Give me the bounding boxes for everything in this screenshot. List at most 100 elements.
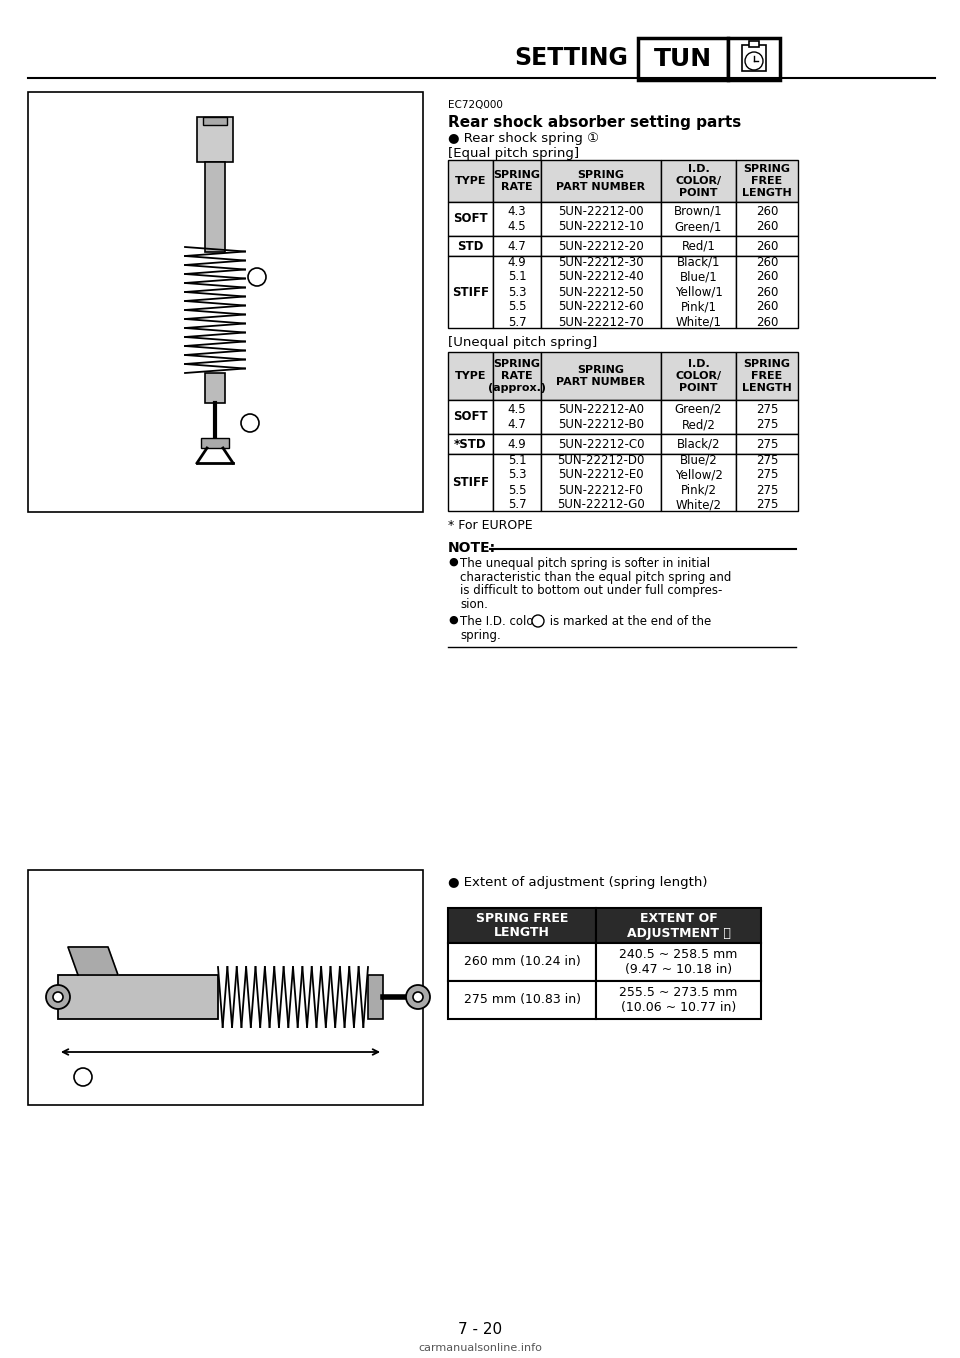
Bar — [661, 401, 736, 435]
Text: SPRING
PART NUMBER: SPRING PART NUMBER — [557, 170, 645, 191]
Text: TYPE: TYPE — [455, 177, 487, 186]
Text: ●: ● — [448, 615, 458, 625]
Text: SETTING: SETTING — [515, 46, 628, 71]
Text: 260
260: 260 260 — [756, 205, 779, 234]
Text: is marked at the end of the: is marked at the end of the — [546, 615, 711, 627]
Circle shape — [74, 1067, 92, 1086]
Text: 260
260
260
260
260: 260 260 260 260 260 — [756, 255, 779, 329]
Bar — [736, 257, 798, 329]
Bar — [661, 257, 736, 329]
Text: 4.9: 4.9 — [508, 437, 526, 451]
Text: 7 - 20: 7 - 20 — [458, 1323, 502, 1338]
Text: Black/1
Blue/1
Yellow/1
Pink/1
White/1: Black/1 Blue/1 Yellow/1 Pink/1 White/1 — [675, 255, 723, 329]
Text: Black/2: Black/2 — [677, 437, 720, 451]
Text: 5UN-22212-C0: 5UN-22212-C0 — [558, 437, 644, 451]
Text: EXTENT OF
ADJUSTMENT Ⓑ: EXTENT OF ADJUSTMENT Ⓑ — [627, 911, 731, 940]
Text: ● Extent of adjustment (spring length): ● Extent of adjustment (spring length) — [448, 876, 708, 889]
Text: 4.3
4.5: 4.3 4.5 — [508, 205, 526, 234]
Polygon shape — [68, 947, 118, 975]
Bar — [742, 45, 766, 71]
Text: 5UN-22212-D0
5UN-22212-E0
5UN-22212-F0
5UN-22212-G0: 5UN-22212-D0 5UN-22212-E0 5UN-22212-F0 5… — [557, 454, 645, 512]
Bar — [448, 257, 493, 329]
Text: a: a — [247, 418, 253, 428]
Text: The unequal pitch spring is softer in initial: The unequal pitch spring is softer in in… — [460, 557, 710, 570]
Bar — [541, 401, 661, 435]
Bar — [448, 980, 596, 1018]
Text: 260: 260 — [756, 239, 779, 253]
Text: The I.D. color: The I.D. color — [460, 615, 542, 627]
Text: EC72Q000: EC72Q000 — [448, 100, 503, 110]
Bar — [541, 435, 661, 454]
Bar — [541, 257, 661, 329]
Text: TYPE: TYPE — [455, 371, 487, 382]
Text: STD: STD — [457, 239, 484, 253]
Bar — [197, 117, 233, 162]
Text: SPRING
FREE
LENGTH: SPRING FREE LENGTH — [742, 164, 792, 198]
Text: SPRING
FREE
LENGTH: SPRING FREE LENGTH — [742, 360, 792, 392]
Text: TUN: TUN — [654, 48, 712, 71]
Bar — [28, 92, 423, 512]
Text: 4.5
4.7: 4.5 4.7 — [508, 403, 526, 430]
Bar — [736, 236, 798, 257]
Bar — [728, 38, 780, 80]
Text: 275
275: 275 275 — [756, 403, 779, 430]
Bar — [749, 41, 759, 48]
Text: 275: 275 — [756, 437, 779, 451]
Circle shape — [745, 52, 763, 71]
Bar — [493, 454, 541, 511]
Bar — [493, 352, 541, 401]
Text: 1: 1 — [253, 272, 260, 282]
Text: ●: ● — [448, 557, 458, 568]
Text: SOFT: SOFT — [453, 410, 488, 424]
Bar — [541, 236, 661, 257]
Text: 4.9
5.1
5.3
5.5
5.7: 4.9 5.1 5.3 5.5 5.7 — [508, 255, 526, 329]
Text: characteristic than the equal pitch spring and: characteristic than the equal pitch spri… — [460, 570, 732, 584]
Text: Red/1: Red/1 — [682, 239, 715, 253]
Text: 275 mm (10.83 in): 275 mm (10.83 in) — [464, 994, 581, 1006]
Text: NOTE:: NOTE: — [448, 540, 496, 555]
Bar — [28, 870, 423, 1105]
Circle shape — [241, 414, 259, 432]
Text: 5.1
5.3
5.5
5.7: 5.1 5.3 5.5 5.7 — [508, 454, 526, 512]
Bar — [736, 352, 798, 401]
Text: SOFT: SOFT — [453, 212, 488, 225]
Text: STIFF: STIFF — [452, 285, 489, 299]
Text: carmanualsonline.info: carmanualsonline.info — [418, 1343, 542, 1353]
Text: spring.: spring. — [460, 629, 501, 642]
Circle shape — [532, 615, 544, 627]
Bar — [661, 352, 736, 401]
Bar — [493, 435, 541, 454]
Bar — [541, 352, 661, 401]
Text: Brown/1
Green/1: Brown/1 Green/1 — [674, 205, 723, 234]
Text: * For EUROPE: * For EUROPE — [448, 519, 533, 532]
Text: 5UN-22212-A0
5UN-22212-B0: 5UN-22212-A0 5UN-22212-B0 — [558, 403, 644, 430]
Bar — [493, 202, 541, 236]
Text: SPRING FREE
LENGTH: SPRING FREE LENGTH — [476, 911, 568, 940]
Bar — [448, 236, 493, 257]
Bar — [541, 454, 661, 511]
Text: 4.7: 4.7 — [508, 239, 526, 253]
Text: SPRING
RATE: SPRING RATE — [493, 170, 540, 191]
Bar — [493, 236, 541, 257]
Text: a: a — [535, 617, 541, 626]
Text: I.D.
COLOR/
POINT: I.D. COLOR/ POINT — [676, 164, 722, 198]
Circle shape — [248, 268, 266, 287]
Bar — [205, 162, 225, 253]
Text: Blue/2
Yellow/2
Pink/2
White/2: Blue/2 Yellow/2 Pink/2 White/2 — [675, 454, 723, 512]
Text: b: b — [80, 1071, 86, 1082]
Text: 5UN-22212-00
5UN-22212-10: 5UN-22212-00 5UN-22212-10 — [558, 205, 644, 234]
Text: Rear shock absorber setting parts: Rear shock absorber setting parts — [448, 115, 741, 130]
Bar — [448, 160, 493, 202]
Bar — [661, 236, 736, 257]
Bar — [541, 202, 661, 236]
Text: *STD: *STD — [454, 437, 487, 451]
Text: 5UN-22212-30
5UN-22212-40
5UN-22212-50
5UN-22212-60
5UN-22212-70: 5UN-22212-30 5UN-22212-40 5UN-22212-50 5… — [558, 255, 644, 329]
Circle shape — [406, 985, 430, 1009]
Bar — [493, 401, 541, 435]
Text: SPRING
PART NUMBER: SPRING PART NUMBER — [557, 365, 645, 387]
Bar — [448, 909, 596, 942]
Text: [Unequal pitch spring]: [Unequal pitch spring] — [448, 335, 597, 349]
Bar — [736, 401, 798, 435]
Text: 255.5 ~ 273.5 mm
(10.06 ~ 10.77 in): 255.5 ~ 273.5 mm (10.06 ~ 10.77 in) — [619, 986, 737, 1014]
Circle shape — [53, 991, 63, 1002]
